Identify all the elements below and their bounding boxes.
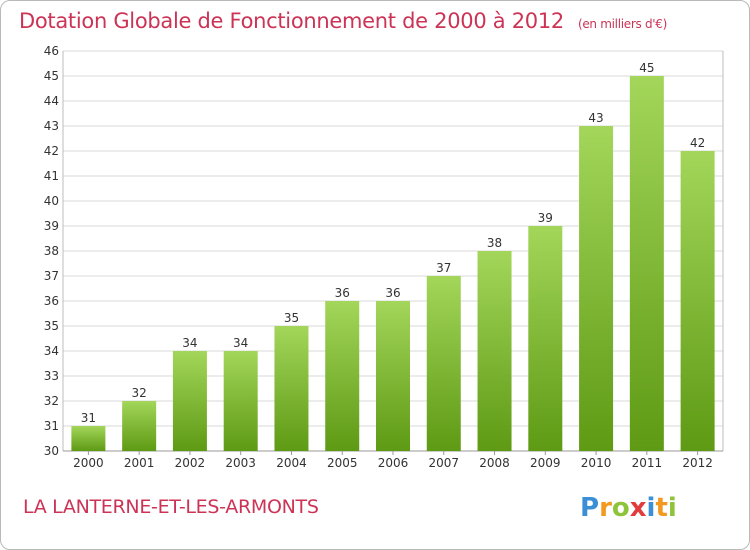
bar-2005 xyxy=(325,301,360,451)
bar-value-label: 43 xyxy=(588,111,603,125)
y-tick-label: 41 xyxy=(44,169,59,183)
y-tick-label: 43 xyxy=(44,119,59,133)
bar-2012 xyxy=(680,151,715,451)
y-tick-label: 40 xyxy=(44,194,59,208)
bar-value-label: 38 xyxy=(487,236,502,250)
bar-value-label: 34 xyxy=(233,336,248,350)
bar-2004 xyxy=(274,326,309,451)
bar-value-label: 34 xyxy=(182,336,197,350)
bar-2007 xyxy=(426,276,461,451)
x-tick-label: 2006 xyxy=(378,456,409,470)
x-tick-label: 2012 xyxy=(682,456,713,470)
bar-layer xyxy=(71,76,715,451)
y-tick-label: 30 xyxy=(44,444,59,458)
x-tick-label: 2008 xyxy=(479,456,510,470)
chart-title-text: Dotation Globale de Fonctionnement de 20… xyxy=(19,9,564,33)
bar-2003 xyxy=(223,351,258,451)
x-tick-label: 2009 xyxy=(530,456,561,470)
x-tick-label: 2010 xyxy=(581,456,612,470)
y-tick-label: 45 xyxy=(44,69,59,83)
location-name: LA LANTERNE-ET-LES-ARMONTS xyxy=(23,496,319,518)
x-tick-label: 2004 xyxy=(276,456,307,470)
bar-2008 xyxy=(477,251,512,451)
bar-value-label: 39 xyxy=(538,211,553,225)
bar-value-label: 36 xyxy=(385,286,400,300)
y-tick-label: 36 xyxy=(44,294,59,308)
svg-text:Proxiti: Proxiti xyxy=(580,493,677,523)
bar-value-label: 45 xyxy=(639,61,654,75)
y-tick-label: 46 xyxy=(44,44,59,58)
x-tick-label: 2005 xyxy=(327,456,358,470)
y-tick-label: 31 xyxy=(44,419,59,433)
bar-value-label: 35 xyxy=(284,311,299,325)
bar-value-label: 36 xyxy=(335,286,350,300)
bar-2001 xyxy=(122,401,157,451)
y-tick-label: 32 xyxy=(44,394,59,408)
bar-value-label: 31 xyxy=(81,411,96,425)
y-tick-label: 33 xyxy=(44,369,59,383)
bar-2000 xyxy=(71,426,106,451)
y-tick-label: 42 xyxy=(44,144,59,158)
bar-value-label: 37 xyxy=(436,261,451,275)
bar-2006 xyxy=(376,301,410,451)
x-tick-label: 2007 xyxy=(428,456,459,470)
x-tick-label: 2001 xyxy=(124,456,155,470)
bar-2002 xyxy=(172,351,207,451)
label-layer: 31 32 34 34 35 36 36 37 38 39 43 45 42 xyxy=(81,61,706,425)
bar-2011 xyxy=(629,76,664,451)
chart-subtitle: (en milliers d'€) xyxy=(577,17,667,31)
y-tick-label: 39 xyxy=(44,219,59,233)
y-tick-label: 44 xyxy=(44,94,59,108)
bar-2009 xyxy=(528,226,563,451)
bar-2010 xyxy=(579,126,614,451)
x-tick-label: 2011 xyxy=(632,456,663,470)
y-tick-label: 34 xyxy=(44,344,59,358)
bar-value-label: 42 xyxy=(690,136,705,150)
y-tick-label: 37 xyxy=(44,269,59,283)
y-tick-label: 35 xyxy=(44,319,59,333)
bar-value-label: 32 xyxy=(132,386,147,400)
y-tick-label: 38 xyxy=(44,244,59,258)
proxiti-logo: Proxiti xyxy=(580,493,677,523)
axis-layer: 30 31 32 33 34 35 36 37 38 39 40 41 42 43 44 45 46 2000 20… xyxy=(44,44,724,470)
x-tick-label: 2002 xyxy=(175,456,206,470)
x-tick-label: 2000 xyxy=(73,456,104,470)
x-tick-label: 2003 xyxy=(225,456,256,470)
chart-title: Dotation Globale de Fonctionnement de 20… xyxy=(19,9,667,33)
